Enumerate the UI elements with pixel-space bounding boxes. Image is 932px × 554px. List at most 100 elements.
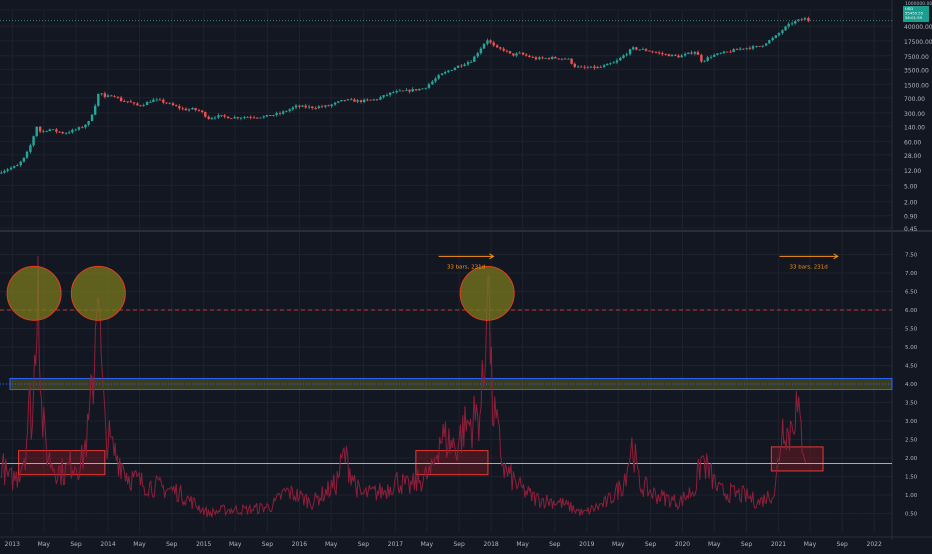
candle-body <box>213 117 217 119</box>
candle-body <box>113 96 116 98</box>
candle-body <box>499 47 502 49</box>
candle-body <box>596 66 599 69</box>
candle-body <box>129 101 133 103</box>
candle-body <box>807 18 810 22</box>
candle-body <box>200 110 204 113</box>
time-axis: 2013 May Sep 2014 May Sep 2015 May Sep 2016 May Sep… <box>5 541 882 548</box>
time-tick-label: 2015 <box>196 541 211 548</box>
candle-body <box>573 63 576 67</box>
candle-body <box>278 113 282 114</box>
candle-body <box>346 99 350 101</box>
candle-body <box>638 49 641 51</box>
indicator-tick-label: 1.00 <box>905 493 918 499</box>
candle-body <box>239 117 243 119</box>
candle-body <box>758 46 761 47</box>
candle-body <box>709 56 713 58</box>
indicator-tick-label: 6.50 <box>905 290 918 296</box>
candle-body <box>635 47 638 50</box>
candle-body <box>424 87 428 89</box>
candle-body <box>625 54 628 56</box>
time-tick-label: 2021 <box>771 541 786 548</box>
candle-body <box>223 115 226 117</box>
time-tick-label: May <box>325 541 338 548</box>
candle-body <box>764 43 768 46</box>
candle-body <box>38 126 42 132</box>
candle-body <box>453 67 457 71</box>
annotation-label: 33 bars, 231d <box>790 264 828 270</box>
candle-body <box>469 61 473 63</box>
candle-body <box>725 51 729 53</box>
candle-body <box>586 67 590 69</box>
candle-body <box>700 54 703 62</box>
candle-body <box>450 70 453 71</box>
candle-body <box>466 62 470 65</box>
candle-body <box>77 127 81 130</box>
candle-body <box>479 48 483 54</box>
price-tick-label: 140.00 <box>904 124 925 131</box>
candle-body <box>298 105 301 107</box>
candle-body <box>152 99 155 102</box>
time-tick-label: 2017 <box>388 541 403 548</box>
indicator-tick-label: 3.00 <box>905 419 918 425</box>
indicator-tick-label: 5.50 <box>905 327 918 333</box>
candle-body <box>256 117 259 119</box>
candle-body <box>680 55 683 58</box>
candle-body <box>745 47 748 49</box>
time-tick-label: May <box>229 541 242 548</box>
price-tag-line: 55455.55 <box>905 11 924 16</box>
time-tick-label: May <box>804 541 817 548</box>
indicator-annotations: 33 bars, 231d 33 bars, 231d <box>438 253 839 270</box>
candle-body <box>174 105 178 107</box>
time-tick-label: Sep <box>837 541 849 548</box>
candle-body <box>508 51 512 54</box>
candle-body <box>703 60 706 62</box>
candle-body <box>612 62 616 64</box>
annotation-arrow-head <box>489 253 495 260</box>
candle-body <box>583 66 586 68</box>
candle-body <box>93 105 97 115</box>
candle-body <box>246 117 249 118</box>
price-tick-label: 17500.00 <box>904 39 932 46</box>
candle-body <box>531 57 534 58</box>
candle-body <box>748 47 752 49</box>
candle-body <box>100 93 103 95</box>
indicator-series-line <box>0 255 807 518</box>
time-tick-label: 2018 <box>483 541 498 548</box>
candle-body <box>560 58 564 60</box>
indicator-tick-label: 7.50 <box>905 253 918 259</box>
price-tick-label: 700.00 <box>904 96 925 103</box>
candle-body <box>181 108 184 110</box>
indicator-tick-label: 5.00 <box>905 345 918 351</box>
candle-body <box>751 46 755 49</box>
candle-body <box>51 129 55 131</box>
candle-body <box>405 89 408 91</box>
candle-body <box>269 115 272 117</box>
price-tag-box <box>903 6 929 22</box>
candle-body <box>350 99 353 101</box>
candle-body <box>110 95 113 97</box>
candle-body <box>311 106 314 109</box>
candle-body <box>774 35 778 38</box>
candle-body <box>366 99 369 101</box>
time-tick-label: 2020 <box>675 541 690 548</box>
candle-body <box>359 100 363 103</box>
candle-body <box>735 49 739 50</box>
candle-body <box>576 66 580 68</box>
candle-body <box>362 99 366 103</box>
highlight-circle <box>6 265 62 321</box>
candle-body <box>132 102 136 104</box>
candle-body <box>64 133 68 134</box>
price-tick-label: 28.00 <box>904 153 921 160</box>
candle-body <box>369 99 372 101</box>
candle-body <box>68 132 71 134</box>
price-tick-label: 5.00 <box>904 183 918 190</box>
candle-body <box>145 102 149 106</box>
candle-body <box>664 54 667 55</box>
candle-body <box>784 26 787 31</box>
candle-body <box>628 49 632 55</box>
candle-body <box>505 50 509 52</box>
candle-body <box>489 40 492 43</box>
candle-body <box>421 88 424 90</box>
candle-body <box>340 99 343 102</box>
